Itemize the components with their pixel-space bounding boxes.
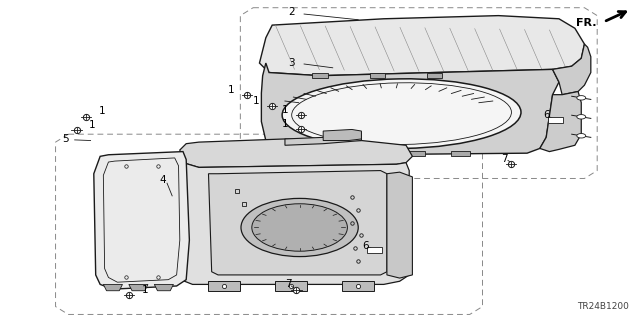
Polygon shape: [548, 117, 563, 123]
Polygon shape: [387, 172, 412, 278]
Text: 3: 3: [288, 58, 294, 68]
Polygon shape: [370, 73, 385, 78]
Text: 1: 1: [99, 106, 106, 116]
Polygon shape: [552, 44, 591, 95]
Polygon shape: [259, 16, 584, 76]
Text: 1: 1: [89, 120, 96, 130]
Polygon shape: [451, 151, 470, 156]
Polygon shape: [209, 281, 241, 291]
Text: FR.: FR.: [576, 18, 596, 28]
Polygon shape: [261, 63, 559, 155]
Polygon shape: [312, 73, 328, 78]
Polygon shape: [172, 163, 409, 285]
Circle shape: [577, 134, 586, 138]
Text: 5: 5: [62, 134, 68, 144]
Circle shape: [241, 198, 358, 256]
Text: 1: 1: [253, 96, 260, 106]
Polygon shape: [342, 281, 374, 291]
Polygon shape: [427, 73, 442, 78]
Ellipse shape: [282, 79, 521, 148]
Text: 7: 7: [502, 153, 508, 164]
Text: 1: 1: [282, 105, 288, 115]
Text: 6: 6: [362, 241, 369, 250]
Text: 1: 1: [227, 85, 234, 95]
Polygon shape: [94, 152, 189, 289]
Polygon shape: [154, 285, 173, 291]
Text: 1: 1: [282, 119, 288, 129]
Circle shape: [577, 96, 586, 100]
Circle shape: [577, 115, 586, 119]
Polygon shape: [285, 131, 362, 145]
Polygon shape: [358, 151, 378, 156]
Polygon shape: [275, 281, 307, 291]
Polygon shape: [209, 171, 387, 275]
Polygon shape: [323, 130, 362, 141]
Polygon shape: [129, 285, 148, 291]
Text: 4: 4: [160, 175, 166, 185]
Polygon shape: [180, 139, 412, 167]
Text: 1: 1: [141, 285, 148, 295]
Polygon shape: [540, 92, 581, 152]
Text: TR24B1200: TR24B1200: [577, 302, 629, 311]
Circle shape: [252, 204, 348, 251]
Polygon shape: [406, 151, 425, 156]
Polygon shape: [367, 248, 382, 253]
Text: 6: 6: [543, 110, 550, 120]
Polygon shape: [310, 151, 330, 156]
Text: 7: 7: [285, 279, 292, 289]
Polygon shape: [103, 285, 122, 291]
Text: 2: 2: [288, 7, 294, 18]
